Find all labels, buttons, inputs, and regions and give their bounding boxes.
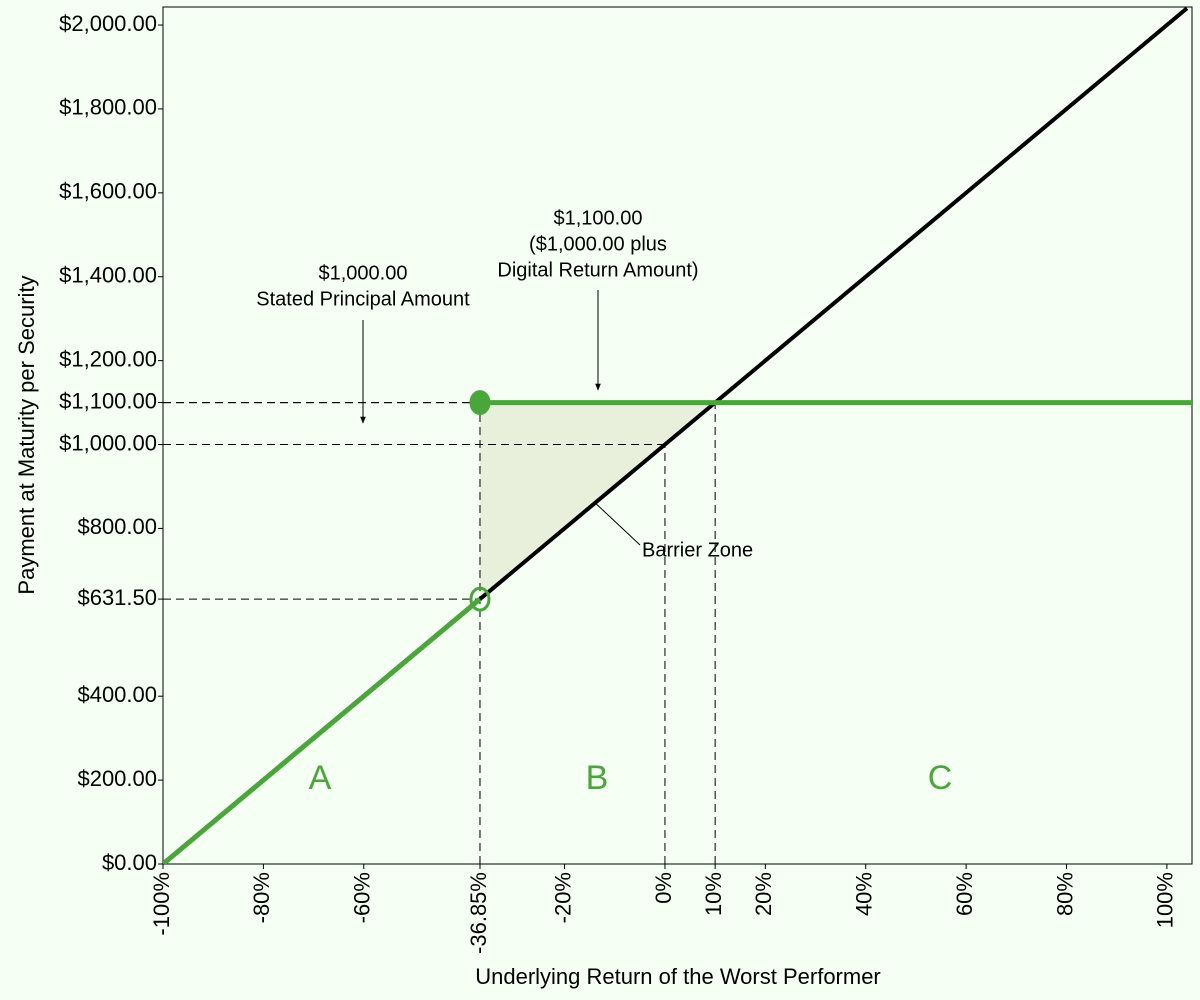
- x-tick-label: -20%: [550, 872, 575, 923]
- y-tick-label: $1,600.00: [59, 179, 157, 204]
- annotation: Digital Return Amount): [497, 259, 698, 281]
- y-tick-label: $0.00: [102, 850, 157, 875]
- annotation: Barrier Zone: [642, 539, 753, 561]
- annotation: $1,000.00: [319, 262, 408, 284]
- annotation: $1,100.00: [554, 207, 643, 229]
- x-tick-label: -80%: [249, 872, 274, 923]
- point-marker: [469, 390, 491, 416]
- y-tick-label: $1,400.00: [59, 263, 157, 288]
- point-marker: [469, 586, 491, 612]
- x-tick-label: 0%: [651, 872, 676, 904]
- x-tick-label: -100%: [149, 872, 174, 936]
- x-tick-label: -36.85%: [466, 872, 491, 954]
- region-label: B: [586, 759, 609, 797]
- x-tick-label: 80%: [1052, 872, 1077, 916]
- annotation: ($1,000.00 plus: [529, 233, 667, 255]
- x-tick-label: 100%: [1153, 872, 1178, 928]
- y-tick-label: $800.00: [77, 514, 157, 539]
- y-tick-label: $2,000.00: [59, 11, 157, 36]
- region-label: A: [309, 759, 332, 797]
- y-tick-label: $631.50: [77, 585, 157, 610]
- series-line: [163, 400, 1192, 864]
- y-tick-label: $1,200.00: [59, 346, 157, 371]
- plot-area: [163, 7, 1192, 864]
- region-label: C: [928, 759, 953, 797]
- y-tick-label: $1,100.00: [59, 388, 157, 413]
- x-tick-label: 40%: [852, 872, 877, 916]
- annotation: Stated Principal Amount: [256, 288, 470, 310]
- y-tick-label: $400.00: [77, 682, 157, 707]
- x-tick-label: 10%: [701, 872, 726, 916]
- x-axis-label: Underlying Return of the Worst Performer: [475, 964, 881, 989]
- y-tick-label: $200.00: [77, 766, 157, 791]
- x-tick-label: 60%: [952, 872, 977, 916]
- x-tick-label: -60%: [350, 872, 375, 923]
- y-tick-label: $1,000.00: [59, 430, 157, 455]
- y-tick-label: $1,800.00: [59, 95, 157, 120]
- y-axis-label: Payment at Maturity per Security: [14, 275, 39, 594]
- x-tick-label: 20%: [751, 872, 776, 916]
- plot-frame: [162, 6, 1193, 865]
